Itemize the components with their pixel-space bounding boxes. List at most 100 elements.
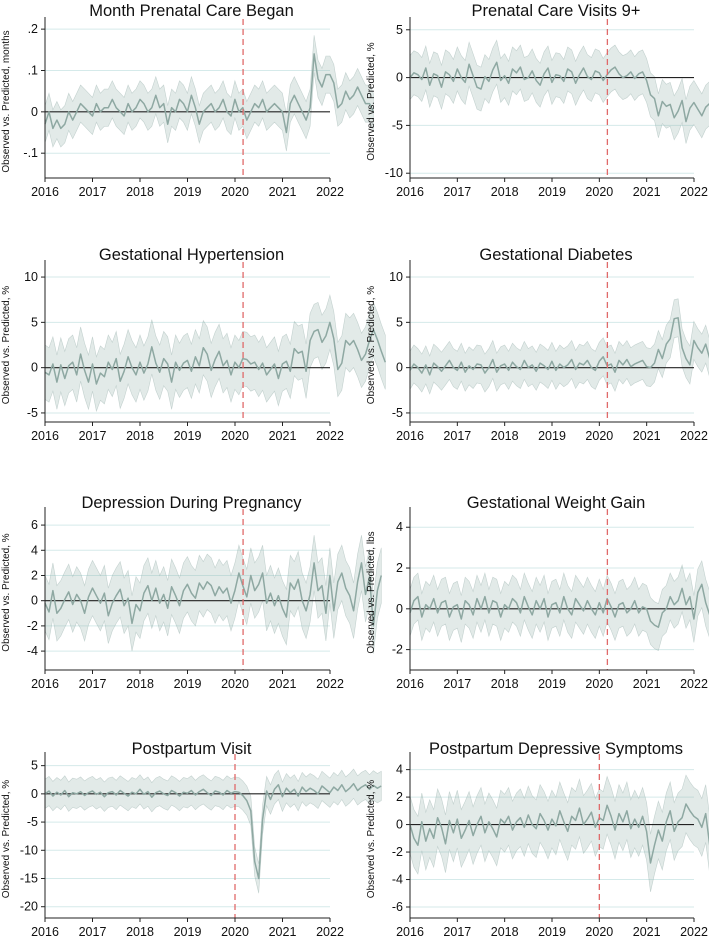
x-tick-label: 2018 bbox=[491, 925, 519, 939]
x-tick-label: 2019 bbox=[174, 429, 202, 443]
panel-title: Postpartum Depressive Symptoms bbox=[429, 740, 683, 758]
x-tick-label: 2020 bbox=[585, 677, 613, 691]
y-tick-label: 0 bbox=[31, 105, 38, 119]
x-tick-label: 2020 bbox=[585, 429, 613, 443]
panel-title: Postpartum Visit bbox=[132, 740, 252, 758]
y-tick-label: -10 bbox=[385, 166, 403, 180]
x-tick-label: 2021 bbox=[633, 185, 661, 199]
x-tick-label: 2019 bbox=[538, 185, 566, 199]
y-tick-label: -2 bbox=[27, 619, 38, 633]
y-tick-label: 0 bbox=[396, 361, 403, 375]
x-tick-label: 2017 bbox=[443, 185, 471, 199]
y-axis-label: Observed vs. Predicted, % bbox=[1, 533, 12, 651]
x-tick-label: 2020 bbox=[221, 677, 249, 691]
panel-title: Gestational Hypertension bbox=[99, 246, 284, 264]
x-tick-label: 2021 bbox=[633, 429, 661, 443]
x-tick-label: 2019 bbox=[174, 677, 202, 691]
x-tick-label: 2021 bbox=[269, 185, 297, 199]
y-tick-label: 2 bbox=[31, 568, 38, 582]
series-line bbox=[409, 583, 709, 628]
panel-title: Gestational Diabetes bbox=[479, 246, 632, 264]
chart-panel-3: Gestational Hypertension Observed vs. Pre… bbox=[1, 246, 387, 443]
y-tick-label: 0 bbox=[396, 71, 403, 85]
y-tick-label: -4 bbox=[27, 644, 38, 658]
x-tick-label: 2016 bbox=[396, 185, 424, 199]
x-tick-label: 2017 bbox=[79, 677, 107, 691]
x-tick-label: 2022 bbox=[680, 925, 708, 939]
y-axis-label: Observed vs. Predicted, % bbox=[1, 780, 12, 898]
panel-title: Gestational Weight Gain bbox=[467, 494, 646, 512]
x-tick-label: 2021 bbox=[269, 925, 297, 939]
x-tick-label: 2021 bbox=[269, 429, 297, 443]
chart-panel-2: Prenatal Care Visits 9+ Observed vs. Pred… bbox=[366, 2, 709, 199]
confidence-band bbox=[409, 298, 709, 395]
chart-panel-8: Postpartum Depressive Symptoms Observed v… bbox=[366, 740, 709, 939]
y-tick-label: -15 bbox=[20, 872, 38, 886]
x-tick-label: 2019 bbox=[538, 429, 566, 443]
confidence-band bbox=[44, 535, 382, 654]
series-line bbox=[44, 562, 383, 627]
x-tick-label: 2021 bbox=[633, 677, 661, 691]
x-tick-label: 2022 bbox=[316, 925, 344, 939]
x-tick-label: 2018 bbox=[491, 185, 519, 199]
x-tick-label: 2017 bbox=[443, 429, 471, 443]
y-tick-label: 0 bbox=[396, 602, 403, 616]
x-tick-label: 2016 bbox=[396, 429, 424, 443]
x-tick-label: 2018 bbox=[126, 429, 154, 443]
x-tick-label: 2018 bbox=[491, 677, 519, 691]
y-tick-label: -2 bbox=[392, 845, 403, 859]
y-tick-label: .1 bbox=[28, 63, 38, 77]
y-tick-label: 4 bbox=[31, 543, 38, 557]
confidence-band bbox=[409, 39, 709, 144]
y-tick-label: 0 bbox=[31, 787, 38, 801]
y-tick-label: 6 bbox=[31, 518, 38, 532]
x-tick-label: 2022 bbox=[680, 429, 708, 443]
x-tick-label: 2021 bbox=[633, 925, 661, 939]
chart-panel-4: Gestational Diabetes Observed vs. Predict… bbox=[366, 246, 709, 443]
y-tick-label: -.1 bbox=[23, 146, 38, 160]
y-tick-label: 2 bbox=[396, 561, 403, 575]
confidence-band bbox=[409, 559, 709, 652]
series-line bbox=[409, 803, 709, 864]
x-tick-label: 2016 bbox=[31, 677, 59, 691]
x-tick-label: 2018 bbox=[126, 185, 154, 199]
y-axis-label: Observed vs. Predicted, % bbox=[366, 286, 377, 404]
y-axis-label: Observed vs. Predicted, % bbox=[366, 42, 377, 160]
x-tick-label: 2017 bbox=[79, 925, 107, 939]
chart-panel-7: Postpartum Visit Observed vs. Predicted, … bbox=[1, 740, 382, 939]
x-tick-label: 2020 bbox=[221, 925, 249, 939]
x-tick-label: 2018 bbox=[126, 677, 154, 691]
y-tick-label: 10 bbox=[389, 270, 403, 284]
x-tick-label: 2018 bbox=[126, 925, 154, 939]
x-tick-label: 2016 bbox=[31, 429, 59, 443]
y-tick-label: -10 bbox=[20, 843, 38, 857]
panel-title: Prenatal Care Visits 9+ bbox=[472, 2, 641, 20]
x-tick-label: 2022 bbox=[316, 677, 344, 691]
y-axis-label: Observed vs. Predicted, lbs bbox=[366, 531, 377, 653]
y-tick-label: 4 bbox=[396, 763, 403, 777]
y-tick-label: -5 bbox=[392, 406, 403, 420]
series-line bbox=[44, 321, 387, 385]
y-tick-label: 5 bbox=[31, 759, 38, 773]
x-tick-label: 2016 bbox=[31, 185, 59, 199]
y-tick-label: 4 bbox=[396, 520, 403, 534]
y-tick-label: 10 bbox=[24, 270, 38, 284]
y-tick-label: 5 bbox=[396, 315, 403, 329]
x-tick-label: 2017 bbox=[443, 677, 471, 691]
y-axis-label: Observed vs. Predicted, % bbox=[366, 780, 377, 898]
x-tick-label: 2019 bbox=[538, 677, 566, 691]
x-tick-label: 2019 bbox=[174, 925, 202, 939]
series-line bbox=[44, 53, 375, 134]
x-tick-label: 2017 bbox=[79, 185, 107, 199]
x-tick-label: 2017 bbox=[79, 429, 107, 443]
x-tick-label: 2022 bbox=[316, 429, 344, 443]
x-tick-label: 2021 bbox=[269, 677, 297, 691]
x-tick-label: 2020 bbox=[585, 925, 613, 939]
x-tick-label: 2020 bbox=[221, 429, 249, 443]
series-line bbox=[409, 61, 709, 123]
y-tick-label: -20 bbox=[20, 900, 38, 914]
x-tick-label: 2022 bbox=[680, 677, 708, 691]
y-tick-label: -5 bbox=[27, 815, 38, 829]
x-tick-label: 2016 bbox=[396, 925, 424, 939]
